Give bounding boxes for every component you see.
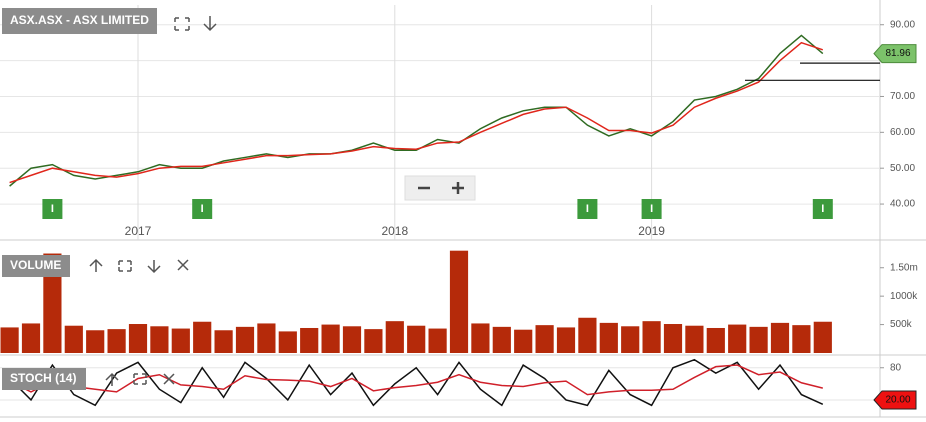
chart-title: VOLUME <box>10 258 61 272</box>
plot-area: 40.0050.0060.0070.0080.0090.002017201820… <box>0 5 918 410</box>
toolbar[interactable] <box>174 16 217 32</box>
last-value-tag <box>873 44 917 64</box>
event-marker <box>42 199 63 219</box>
bar <box>214 330 233 353</box>
event-label: I <box>51 203 54 215</box>
bar <box>706 327 725 353</box>
bar <box>428 328 447 353</box>
bar <box>171 328 190 353</box>
bar <box>64 325 83 353</box>
y-tick-label: 60.00 <box>890 127 915 138</box>
bar <box>364 329 383 353</box>
toolbar[interactable] <box>89 258 189 274</box>
y-tick-label: 50.00 <box>890 163 915 174</box>
bar <box>193 321 212 353</box>
series-line <box>9 364 823 396</box>
series-line <box>9 358 824 407</box>
event-marker <box>577 199 598 219</box>
bar <box>728 324 747 353</box>
event-marker <box>641 199 662 219</box>
chart-title: STOCH (14) <box>10 371 76 385</box>
bar <box>535 325 554 353</box>
last-value-tag <box>873 390 917 410</box>
bar <box>792 325 811 353</box>
bar <box>770 322 790 353</box>
last-value-label: 81.96 <box>885 48 910 59</box>
bar <box>471 323 490 353</box>
bar <box>492 326 511 353</box>
bar <box>685 325 704 353</box>
last-value-label: 20.00 <box>885 395 910 406</box>
title-box <box>2 368 86 390</box>
bar <box>813 321 832 353</box>
bar <box>556 327 576 353</box>
bar <box>321 324 340 353</box>
event-marker <box>192 199 213 219</box>
y-tick-label: 90.00 <box>890 19 915 30</box>
bar <box>514 329 533 353</box>
bar <box>107 329 126 353</box>
title-box <box>2 8 157 34</box>
series-line <box>9 41 824 184</box>
bar <box>385 321 404 353</box>
bar <box>21 323 41 353</box>
y-tick-label: 1000k <box>890 291 918 302</box>
event-label: I <box>201 203 204 215</box>
bar <box>342 326 362 353</box>
bar <box>300 327 319 353</box>
y-tick-label: 40.00 <box>890 199 915 210</box>
bar <box>0 327 19 353</box>
y-tick-label: 80 <box>890 362 902 373</box>
toolbar[interactable] <box>105 372 175 386</box>
bar <box>663 324 683 353</box>
bar <box>278 331 297 353</box>
event-label: I <box>650 203 653 215</box>
series-line <box>9 34 824 187</box>
bar <box>599 322 618 353</box>
bar <box>449 250 469 353</box>
x-tick-label: 2019 <box>638 224 665 238</box>
bar <box>621 326 640 353</box>
y-tick-label: 70.00 <box>890 91 915 102</box>
bar <box>43 253 62 353</box>
chart-title: ASX.ASX - ASX LIMITED <box>10 13 149 27</box>
event-label: I <box>586 203 589 215</box>
bar <box>128 324 148 353</box>
x-tick-label: 2017 <box>125 224 152 238</box>
bar <box>642 321 661 353</box>
bar <box>150 326 169 353</box>
bar <box>578 317 597 353</box>
y-tick-label: 1.50m <box>890 262 918 273</box>
bar <box>749 326 768 353</box>
x-tick-label: 2018 <box>381 224 408 238</box>
bar <box>235 326 255 353</box>
event-marker <box>812 199 833 219</box>
y-tick-label: 500k <box>890 319 913 330</box>
bar <box>407 325 426 353</box>
zoom-control[interactable] <box>404 175 476 201</box>
bar <box>86 330 105 353</box>
bar <box>257 323 276 353</box>
event-label: I <box>821 203 824 215</box>
title-box <box>2 255 70 277</box>
